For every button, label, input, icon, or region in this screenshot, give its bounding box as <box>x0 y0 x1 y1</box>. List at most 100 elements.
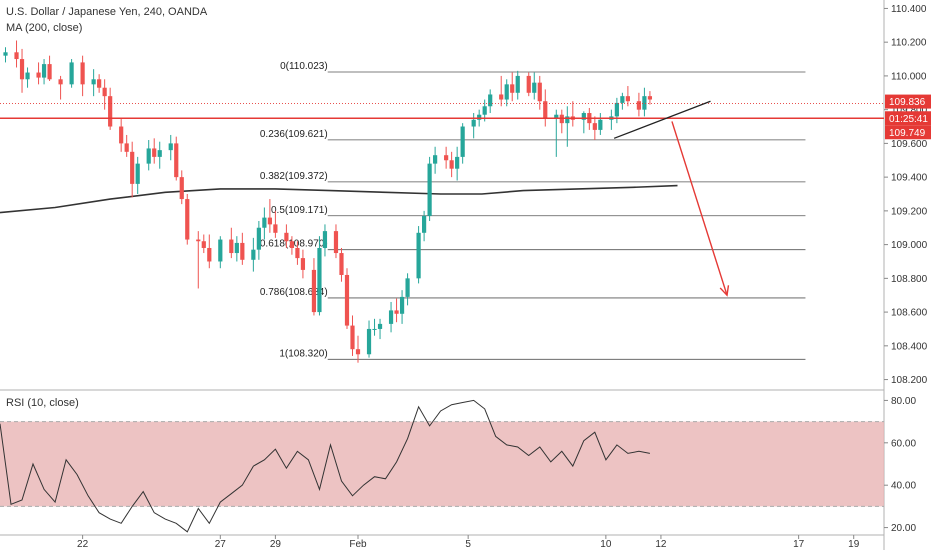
candle-body-down <box>58 79 63 85</box>
candle-body-up <box>515 75 520 93</box>
candle-body-down <box>267 217 272 225</box>
candle-body-down <box>510 84 515 93</box>
candle-body-up <box>455 156 460 169</box>
candle-body-down <box>179 177 184 200</box>
rsi-tick-label: 40.00 <box>891 481 916 492</box>
candle-body-up <box>614 102 619 117</box>
ma-indicator-label: MA (200, close) <box>6 22 83 34</box>
candle-body-up <box>471 119 476 127</box>
candle-body-up <box>135 163 140 184</box>
last-close-tag-text: 109.836 <box>889 97 926 108</box>
candle-body-down <box>355 349 361 355</box>
rsi-line <box>0 399 650 533</box>
candle-body-down <box>80 62 85 85</box>
candle-body-up <box>91 79 96 85</box>
candle-body-up <box>157 150 162 157</box>
fib-level-label: 0.5(109.171) <box>271 205 328 216</box>
candle-body-down <box>185 199 190 240</box>
candle-body-up <box>218 239 223 262</box>
candle-body-down <box>311 269 317 313</box>
candle-body-down <box>229 239 234 254</box>
candle-body-up <box>477 114 482 120</box>
price-tick-label: 108.400 <box>891 341 928 352</box>
candle-body-up <box>168 143 173 151</box>
candle-body-down <box>300 258 306 270</box>
candle-body-up <box>581 113 586 120</box>
candle-body-down <box>36 72 41 78</box>
candle-body-up <box>322 231 328 248</box>
candle-body-up <box>256 227 261 250</box>
candle-body-down <box>19 59 25 80</box>
candle-body-up <box>642 96 647 110</box>
candle-body-down <box>124 143 129 152</box>
candle-body-down <box>339 253 344 275</box>
time-tick-label: Feb <box>349 539 367 550</box>
time-tick-label: 27 <box>215 539 227 550</box>
countdown-tag-text: 01:25:41 <box>889 114 928 125</box>
candle-body-down <box>625 96 630 102</box>
fib-level-label: 0.786(108.684) <box>260 287 328 298</box>
candle-body-up <box>41 64 47 78</box>
candle-body-up <box>504 84 509 100</box>
candle-body-up <box>460 126 465 157</box>
price-tick-label: 110.000 <box>891 71 927 82</box>
candle-body-up <box>565 116 570 124</box>
price-tick-label: 108.200 <box>891 375 928 386</box>
candle-body-up <box>405 278 410 297</box>
candle-body-up <box>377 323 383 329</box>
candle-body-down <box>333 231 339 254</box>
candle-body-down <box>295 247 300 259</box>
candle-body-down <box>394 310 399 314</box>
rsi-tick-label: 20.00 <box>891 523 916 534</box>
candle-body-up <box>25 72 30 80</box>
candle-body-down <box>350 325 355 350</box>
candle-body-up <box>421 215 427 233</box>
candle-body-down <box>102 87 107 97</box>
candle-body-up <box>251 249 256 260</box>
forecast-arrow-line <box>671 121 728 296</box>
candle-body-up <box>427 163 432 216</box>
forecast-arrow-head <box>719 285 730 297</box>
candle-body-up <box>433 155 438 164</box>
candle-body-down <box>543 101 548 119</box>
chart-symbol-title: U.S. Dollar / Japanese Yen, 240, OANDA <box>6 6 208 18</box>
candle-body-down <box>526 75 531 93</box>
candle-body-down <box>273 224 278 233</box>
candle-body-up <box>554 114 559 119</box>
candle-body-up <box>3 52 8 56</box>
price-tick-label: 109.800 <box>891 105 928 116</box>
candle-body-down <box>196 239 201 242</box>
price-tick-label: 110.400 <box>891 4 927 15</box>
candle-body-down <box>444 155 449 161</box>
price-tick-label: 108.600 <box>891 308 928 319</box>
ma200-line <box>0 184 678 214</box>
candle-body-up <box>488 94 493 107</box>
current-price-tag-text: 109.749 <box>889 128 926 139</box>
time-tick-label: 22 <box>77 539 89 550</box>
price-tick-label: 109.400 <box>891 173 928 184</box>
price-tick-label: 109.600 <box>891 139 928 150</box>
candle-body-up <box>598 119 603 130</box>
candle-body-down <box>152 148 157 157</box>
last-close-tag-bg <box>885 94 931 109</box>
time-tick-label: 5 <box>465 539 471 550</box>
countdown-tag-bg <box>885 111 931 126</box>
candle-body-down <box>240 242 245 260</box>
candle-body-up <box>262 217 267 228</box>
candle-body-down <box>284 232 289 242</box>
candle-body-down <box>97 79 102 88</box>
time-tick-label: 17 <box>793 539 805 550</box>
candle-body-up <box>620 96 625 103</box>
time-tick-label: 12 <box>655 539 667 550</box>
candle-body-down <box>47 64 52 80</box>
time-tick-label: 10 <box>600 539 612 550</box>
candle-body-up <box>366 328 372 355</box>
price-tick-label: 109.000 <box>891 240 928 251</box>
candle-body-up <box>482 106 487 115</box>
fib-level-label: 0(110.023) <box>280 61 328 72</box>
price-tick-label: 109.200 <box>891 206 928 217</box>
candle-body-up <box>146 148 151 164</box>
candle-body-up <box>388 310 394 324</box>
